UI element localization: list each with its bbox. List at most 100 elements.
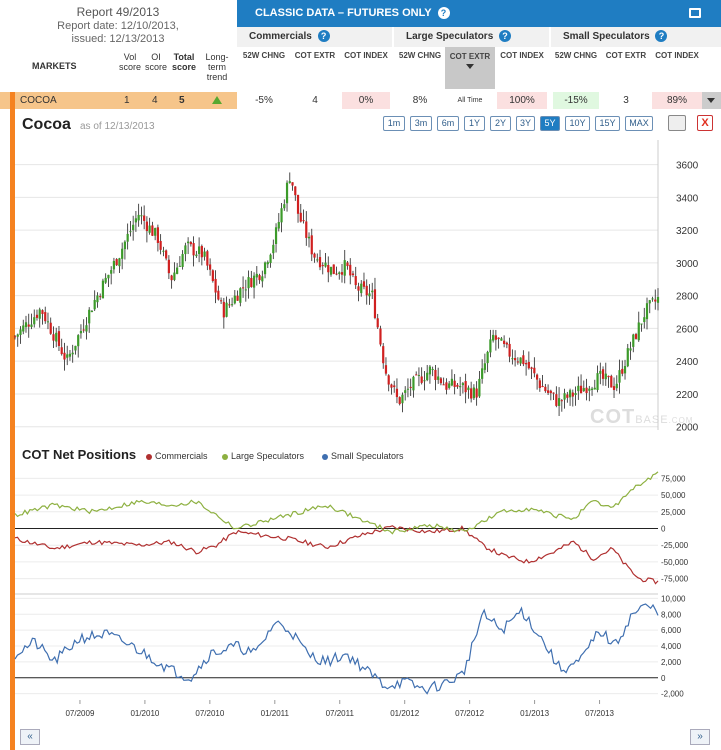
candle-body (307, 236, 311, 239)
candle-body (60, 347, 63, 355)
candle-body (431, 368, 434, 370)
candle-body (373, 289, 377, 318)
commercials-line (14, 525, 659, 585)
large-chng-header[interactable]: 52W CHNG (398, 51, 442, 60)
candle-body (35, 314, 39, 318)
sort-down-icon (466, 64, 474, 69)
candle-body (335, 273, 338, 275)
candle-body (588, 388, 591, 391)
candle-body (442, 384, 445, 386)
market-name[interactable]: COCOA (20, 95, 57, 106)
help-icon[interactable]: ? (655, 30, 668, 43)
candle-body (123, 241, 127, 250)
candle-body (640, 323, 643, 325)
total-score: 5 (179, 95, 185, 106)
group-small-speculators: Small Speculators ? (551, 27, 721, 47)
candle-body (44, 312, 47, 322)
x-tick-label: 07/2012 (455, 709, 484, 718)
candle-body (313, 253, 316, 258)
range-max-button[interactable]: MAX (625, 116, 653, 131)
comm-chng-header[interactable]: 52W CHNG (242, 51, 286, 60)
range-3m-button[interactable]: 3m (410, 116, 432, 131)
help-icon[interactable]: ? (499, 30, 512, 43)
candle-body (596, 373, 599, 390)
chevron-down-icon[interactable] (702, 92, 721, 109)
market-row-cocoa[interactable]: COCOA 1 4 5 -5% 4 0% 8% All Time 100% -1… (0, 92, 721, 109)
orange-accent-bar (10, 92, 15, 750)
candle-body (255, 273, 258, 278)
help-icon[interactable]: ? (437, 7, 450, 20)
legend-commercials[interactable]: Commercials (146, 451, 208, 461)
print-icon[interactable] (689, 8, 701, 18)
candle-body (475, 388, 478, 398)
candle-body (294, 186, 297, 196)
small-extr-header[interactable]: COT EXTR (605, 51, 647, 60)
candle-body (99, 296, 102, 298)
candle-body (376, 318, 379, 328)
comm-extr-header[interactable]: COT EXTR (294, 51, 336, 60)
small-chng-header[interactable]: 52W CHNG (554, 51, 598, 60)
candle-body (266, 262, 269, 265)
candle-body (101, 280, 105, 299)
candle-body (327, 264, 330, 273)
candle-body (508, 343, 511, 357)
help-icon[interactable]: ? (317, 30, 330, 43)
candle-body (497, 337, 500, 340)
candle-body (357, 286, 360, 291)
candle-body (492, 334, 495, 341)
candle-body (420, 376, 423, 383)
candle-body (121, 248, 124, 259)
legend-large-speculators[interactable]: Large Speculators (222, 451, 304, 461)
large-extr-header[interactable]: COT EXTR (445, 47, 495, 89)
candle-body (228, 304, 231, 306)
candle-body (546, 390, 550, 393)
large-extr-value: All Time (457, 97, 483, 104)
small-index-header[interactable]: COT INDEX (655, 51, 699, 60)
candle-body (24, 322, 28, 328)
price-chart-asof: as of 12/13/2013 (80, 121, 155, 132)
candle-body (511, 358, 514, 360)
price-chart-title: Cocoa (22, 116, 71, 133)
candle-body (590, 388, 594, 390)
range-6m-button[interactable]: 6m (437, 116, 459, 131)
range-1m-button[interactable]: 1m (383, 116, 405, 131)
prev-button[interactable]: « (20, 729, 40, 745)
large-index-header[interactable]: COT INDEX (500, 51, 544, 60)
candle-body (415, 374, 418, 376)
range-5y-button[interactable]: 5Y (540, 116, 560, 131)
candle-body (607, 375, 610, 378)
candle-body (516, 361, 519, 363)
legend-small-speculators[interactable]: Small Speculators (322, 451, 404, 461)
vol-score-header: Vol score (118, 52, 141, 72)
candle-body (192, 243, 195, 256)
candle-body (615, 383, 618, 389)
candle-body (318, 257, 322, 268)
candle-body (82, 329, 85, 331)
comm-index-header[interactable]: COT INDEX (344, 51, 388, 60)
next-button[interactable]: » (690, 729, 710, 745)
range-3y-button[interactable]: 3Y (516, 116, 535, 131)
candle-body (426, 372, 429, 381)
range-10y-button[interactable]: 10Y (565, 116, 590, 131)
candle-body (401, 394, 404, 404)
x-tick-label: 01/2012 (390, 709, 419, 718)
candle-body (601, 369, 605, 379)
range-15y-button[interactable]: 15Y (595, 116, 620, 131)
candle-body (599, 370, 602, 374)
close-button[interactable]: X (697, 115, 713, 131)
range-1y-button[interactable]: 1Y (464, 116, 485, 131)
candle-body (132, 224, 135, 231)
candle-body (181, 254, 184, 267)
range-2y-button[interactable]: 2Y (490, 116, 511, 131)
candle-body (387, 375, 390, 385)
large-index-value: 100% (497, 92, 547, 109)
small-index-value: 89% (652, 92, 702, 109)
print-chart-button[interactable] (668, 115, 686, 131)
candle-body (478, 378, 481, 397)
upper-tick-label: -75,000 (661, 575, 689, 584)
candle-body (530, 367, 533, 369)
candle-body (464, 381, 467, 393)
candle-body (406, 388, 410, 390)
upper-tick-label: 75,000 (661, 474, 686, 483)
candle-body (129, 231, 132, 233)
